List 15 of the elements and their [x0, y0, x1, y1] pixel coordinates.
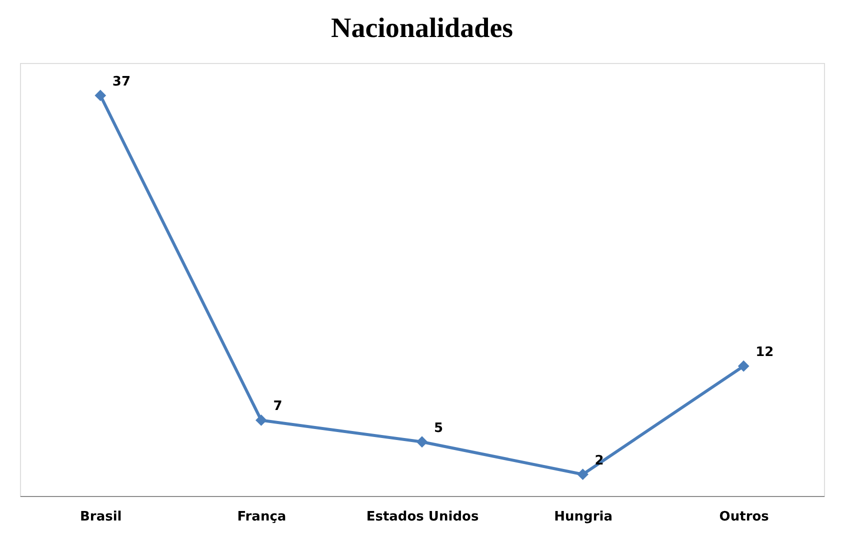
chart-title: Nacionalidades — [330, 13, 514, 44]
x-tick-label: Hungria — [554, 510, 612, 524]
point — [94, 90, 106, 102]
data-label: 5 — [434, 420, 444, 436]
point — [416, 436, 428, 448]
data-label: 37 — [112, 74, 130, 90]
x-tick-label: Brasil — [80, 510, 122, 524]
x-tick-label: Estados Unidos — [366, 510, 479, 524]
point — [256, 414, 267, 426]
data-label: 7 — [273, 399, 282, 414]
data-label: 12 — [756, 345, 774, 360]
x-tick-label: Outros — [719, 510, 770, 524]
point — [577, 468, 588, 480]
x-tick-label: França — [237, 510, 286, 524]
point — [738, 360, 750, 372]
